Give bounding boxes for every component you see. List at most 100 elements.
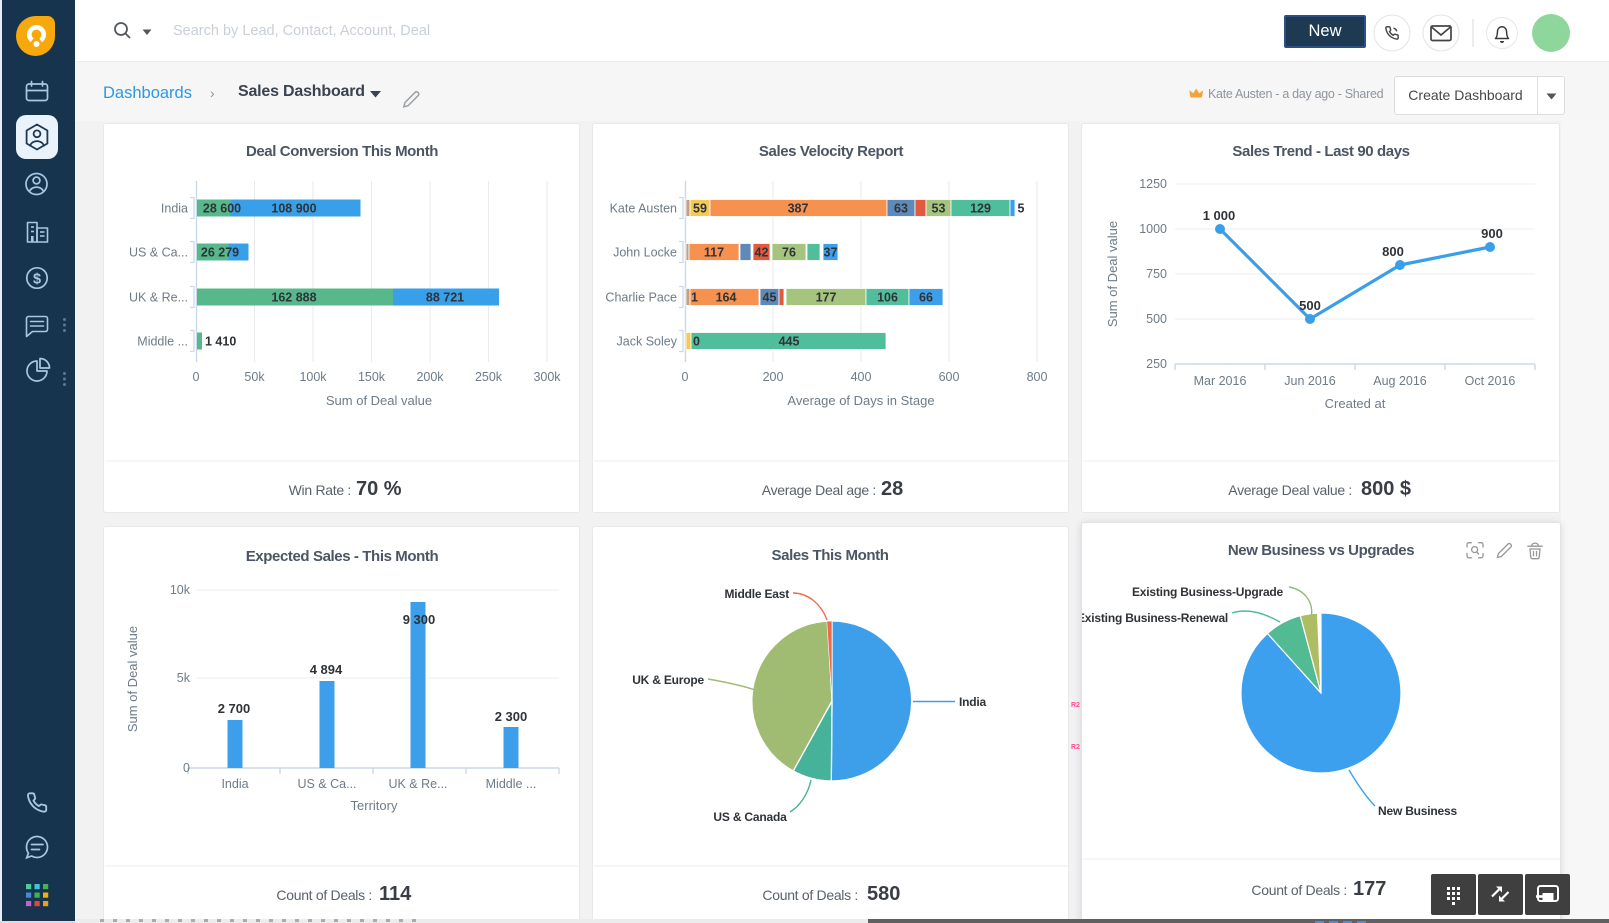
svg-text:42: 42 [755, 246, 769, 260]
svg-text:John Locke: John Locke [613, 246, 677, 260]
svg-text:500: 500 [1299, 298, 1321, 313]
svg-text:0: 0 [183, 761, 190, 775]
svg-text:Aug 2016: Aug 2016 [1373, 374, 1427, 388]
svg-text:800: 800 [1027, 370, 1048, 384]
svg-text:Middle ...: Middle ... [137, 335, 188, 349]
svg-text:US & Ca...: US & Ca... [129, 246, 188, 260]
svg-text:400: 400 [851, 370, 872, 384]
svg-text:114: 114 [379, 883, 412, 905]
svg-text:Sales This Month: Sales This Month [772, 547, 889, 564]
svg-text:Deal Conversion This Month: Deal Conversion This Month [246, 143, 438, 160]
svg-text:Count of Deals :: Count of Deals : [762, 887, 858, 903]
svg-text:162 888: 162 888 [271, 291, 316, 305]
svg-text:Sum of Deal value: Sum of Deal value [1105, 221, 1120, 327]
svg-text:0: 0 [193, 370, 200, 384]
svg-text:Created at: Created at [1325, 396, 1386, 411]
svg-text:800 $: 800 $ [1361, 478, 1411, 500]
svg-text:177: 177 [1353, 878, 1386, 900]
svg-text:Sales Trend - Last 90 days: Sales Trend - Last 90 days [1232, 143, 1409, 160]
svg-text:26 279: 26 279 [201, 246, 239, 260]
svg-text:600: 600 [939, 370, 960, 384]
svg-text:0: 0 [693, 335, 700, 349]
svg-text:Average of Days in Stage: Average of Days in Stage [787, 393, 934, 408]
svg-text:387: 387 [788, 202, 809, 216]
svg-text:76: 76 [782, 246, 796, 260]
svg-text:5: 5 [1018, 202, 1025, 216]
svg-text:New Business: New Business [1378, 804, 1457, 818]
svg-text:Jack Soley: Jack Soley [617, 335, 678, 349]
svg-text:10k: 10k [170, 583, 191, 597]
svg-text:250k: 250k [475, 370, 503, 384]
svg-text:100k: 100k [299, 370, 327, 384]
svg-text:300k: 300k [533, 370, 561, 384]
svg-text:88 721: 88 721 [426, 291, 464, 305]
svg-text:Win Rate :: Win Rate : [289, 482, 351, 498]
svg-text:580: 580 [867, 883, 900, 905]
svg-text:28 600: 28 600 [203, 202, 241, 216]
svg-text:500: 500 [1146, 312, 1167, 326]
svg-text:4 894: 4 894 [310, 662, 343, 677]
svg-text:Jun 2016: Jun 2016 [1284, 374, 1335, 388]
svg-text:117: 117 [704, 246, 724, 260]
svg-text:$: $ [33, 272, 41, 288]
svg-text:250: 250 [1146, 357, 1167, 371]
svg-text:28: 28 [881, 478, 903, 500]
svg-text:750: 750 [1146, 267, 1167, 281]
svg-text:India: India [959, 695, 987, 709]
svg-text:New Business vs Upgrades: New Business vs Upgrades [1228, 542, 1414, 559]
svg-text:129: 129 [970, 202, 991, 216]
svg-text:50k: 50k [244, 370, 265, 384]
svg-text:1000: 1000 [1139, 222, 1167, 236]
svg-text:59: 59 [693, 202, 707, 216]
svg-text:445: 445 [779, 335, 800, 349]
svg-text:164: 164 [716, 291, 737, 305]
svg-text:1 000: 1 000 [1203, 208, 1236, 223]
svg-text:Expected Sales - This Month: Expected Sales - This Month [246, 548, 439, 565]
svg-text:Sum of Deal value: Sum of Deal value [125, 626, 140, 732]
svg-text:Average Deal value :: Average Deal value : [1228, 482, 1352, 498]
svg-text:UK & Europe: UK & Europe [632, 673, 704, 687]
svg-text:US & Ca...: US & Ca... [297, 777, 356, 791]
svg-text:1250: 1250 [1139, 177, 1167, 191]
svg-text:37: 37 [824, 246, 838, 260]
svg-text:US & Canada: US & Canada [713, 810, 787, 824]
svg-text:Existing Business-Renewal: Existing Business-Renewal [1082, 611, 1228, 625]
svg-text:2 700: 2 700 [218, 701, 251, 716]
svg-text:Kate Austen: Kate Austen [610, 202, 677, 216]
svg-text:900: 900 [1481, 226, 1503, 241]
svg-text:70 %: 70 % [356, 478, 402, 500]
svg-text:Sum of Deal value: Sum of Deal value [326, 393, 432, 408]
svg-text:9 300: 9 300 [403, 612, 436, 627]
svg-text:66: 66 [919, 291, 933, 305]
svg-text:UK & Re...: UK & Re... [129, 291, 188, 305]
svg-text:Territory: Territory [351, 798, 398, 813]
svg-text:1: 1 [691, 291, 698, 305]
svg-text:Existing Business-Upgrade: Existing Business-Upgrade [1132, 585, 1284, 599]
svg-text:UK & Re...: UK & Re... [388, 777, 447, 791]
svg-text:63: 63 [894, 202, 908, 216]
svg-text:Oct 2016: Oct 2016 [1465, 374, 1516, 388]
svg-text:India: India [161, 202, 188, 216]
svg-text:800: 800 [1382, 244, 1404, 259]
svg-text:45: 45 [763, 291, 777, 305]
svg-text:India: India [221, 777, 248, 791]
svg-text:108 900: 108 900 [271, 202, 316, 216]
svg-text:150k: 150k [358, 370, 386, 384]
svg-text:Middle East: Middle East [725, 587, 790, 601]
svg-text:2 300: 2 300 [495, 709, 528, 724]
svg-text:0: 0 [682, 370, 689, 384]
svg-text:Middle ...: Middle ... [486, 777, 537, 791]
svg-text:200: 200 [763, 370, 784, 384]
svg-text:106: 106 [877, 291, 898, 305]
svg-text:Sales Velocity Report: Sales Velocity Report [759, 143, 904, 160]
svg-text:Count of Deals :: Count of Deals : [1251, 882, 1347, 898]
svg-text:177: 177 [816, 291, 837, 305]
svg-text:Count of Deals :: Count of Deals : [276, 887, 372, 903]
svg-text:53: 53 [932, 202, 946, 216]
svg-text:Charlie Pace: Charlie Pace [605, 291, 677, 305]
svg-text:5k: 5k [177, 671, 191, 685]
svg-text:Average Deal age :: Average Deal age : [762, 482, 876, 498]
svg-text:1 410: 1 410 [205, 335, 236, 349]
svg-text:200k: 200k [416, 370, 444, 384]
svg-text:Mar 2016: Mar 2016 [1194, 374, 1247, 388]
